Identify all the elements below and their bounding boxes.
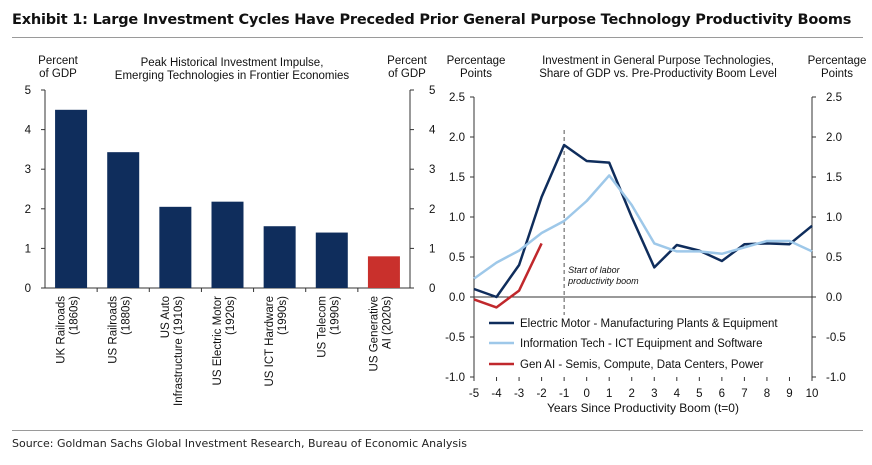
x-tick-label: -5: [469, 388, 479, 400]
chart-title: Emerging Technologies in Frontier Econom…: [115, 70, 350, 82]
y-tick-label-left: -1.0: [445, 372, 465, 384]
legend-label: Information Tech - ICT Equipment and Sof…: [520, 338, 762, 350]
chart-title: Peak Historical Investment Impulse,: [141, 57, 324, 69]
y-tick-label-right: 2: [429, 204, 435, 216]
y-axis-label-left: of GDP: [39, 68, 77, 80]
y-tick-label-right: 4: [429, 125, 436, 137]
x-tick-label: -3: [514, 388, 524, 400]
y-tick-label-left: 2.5: [449, 92, 465, 104]
category-label: UK Railroads: [56, 296, 68, 364]
category-label: (1920s): [225, 296, 237, 335]
x-tick-label: 3: [651, 388, 657, 400]
y-tick-label-left: 5: [25, 85, 31, 97]
category-label: US Generative: [368, 296, 380, 371]
x-tick-label: -4: [491, 388, 502, 400]
category-label: AI (2020s): [381, 296, 393, 349]
x-tick-label: 5: [696, 388, 702, 400]
y-tick-label-left: 2: [25, 204, 31, 216]
series-line: [473, 242, 543, 309]
y-tick-label-right: 0: [429, 283, 435, 295]
category-label: (1860s): [69, 296, 81, 335]
y-tick-label-right: 1.5: [826, 172, 842, 184]
line-chart: PercentagePointsPercentagePointsInvestme…: [445, 55, 866, 415]
y-axis-label-right: Points: [821, 68, 853, 80]
y-tick-label-left: 1.5: [449, 172, 465, 184]
x-tick-label: -2: [536, 388, 546, 400]
category-label: US Electric Motor: [212, 296, 224, 386]
y-axis-label-left: Points: [460, 68, 492, 80]
y-tick-label-right: 1.0: [826, 212, 842, 224]
x-tick-label: 8: [764, 388, 770, 400]
annotation-label: productivity boom: [567, 276, 639, 286]
x-tick-label: 9: [786, 388, 792, 400]
y-tick-label-left: 1.0: [449, 212, 465, 224]
legend-label: Gen AI - Semis, Compute, Data Centers, P…: [520, 359, 764, 371]
source-rule: [12, 430, 863, 431]
x-tick-label: 7: [741, 388, 747, 400]
bar: [211, 201, 244, 288]
category-label: (1880s): [121, 296, 133, 335]
series-line: [473, 174, 813, 280]
category-label: (1990s): [277, 296, 289, 335]
y-axis-label-left: Percentage: [447, 55, 506, 67]
category-label: US ICT Hardware: [264, 296, 276, 387]
y-axis-label-left: Percent: [38, 55, 78, 67]
y-axis-label-right: Percent: [387, 55, 427, 67]
y-tick-label-left: -0.5: [445, 332, 465, 344]
bar: [315, 232, 348, 288]
y-tick-label-left: 2.0: [449, 132, 465, 144]
category-label: Infrastructure (1910s): [173, 296, 185, 406]
exhibit-title: Exhibit 1: Large Investment Cycles Have …: [12, 12, 852, 28]
y-axis-label-right: of GDP: [388, 68, 426, 80]
y-tick-label-right: 2.5: [826, 92, 842, 104]
chart-title: Share of GDP vs. Pre-Productivity Boom L…: [539, 68, 777, 80]
category-label: US Railroads: [108, 296, 120, 364]
y-axis-label-right: Percentage: [808, 55, 867, 67]
category-label: (1990s): [329, 296, 341, 335]
bar: [159, 206, 192, 288]
y-tick-label-left: 1: [25, 243, 31, 255]
y-tick-label-left: 0: [25, 283, 31, 295]
x-tick-label: 0: [583, 388, 589, 400]
y-tick-label-right: -1.0: [826, 372, 846, 384]
legend-label: Electric Motor - Manufacturing Plants & …: [520, 318, 778, 330]
bar: [367, 256, 400, 288]
y-tick-label-right: 2.0: [826, 132, 842, 144]
y-tick-label-right: 0.5: [826, 252, 842, 264]
series-line: [473, 143, 813, 299]
x-axis-label: Years Since Productivity Boom (t=0): [547, 401, 739, 415]
y-tick-label-left: 3: [25, 164, 31, 176]
y-tick-label-right: -0.5: [826, 332, 846, 344]
source-note: Source: Goldman Sachs Global Investment …: [12, 437, 467, 450]
category-label: US Telecom: [316, 296, 328, 358]
y-tick-label-left: 0.5: [449, 252, 465, 264]
y-tick-label-right: 0.0: [826, 292, 842, 304]
x-tick-label: 10: [806, 388, 819, 400]
y-tick-label-right: 1: [429, 243, 435, 255]
category-label: US Auto: [160, 296, 172, 338]
y-tick-label-left: 0.0: [449, 292, 465, 304]
y-tick-label-right: 5: [429, 85, 435, 97]
x-tick-label: 2: [629, 388, 635, 400]
x-tick-label: -1: [559, 388, 569, 400]
title-rule: [12, 37, 863, 38]
x-tick-label: 6: [719, 388, 725, 400]
bar: [55, 109, 88, 288]
x-tick-label: 1: [606, 388, 612, 400]
bar: [107, 152, 140, 288]
y-tick-label-left: 4: [25, 125, 32, 137]
bar: [263, 226, 296, 288]
chart-title: Investment in General Purpose Technologi…: [542, 55, 774, 67]
x-tick-label: 4: [674, 388, 681, 400]
y-tick-label-right: 3: [429, 164, 435, 176]
annotation-label: Start of labor: [568, 265, 621, 275]
